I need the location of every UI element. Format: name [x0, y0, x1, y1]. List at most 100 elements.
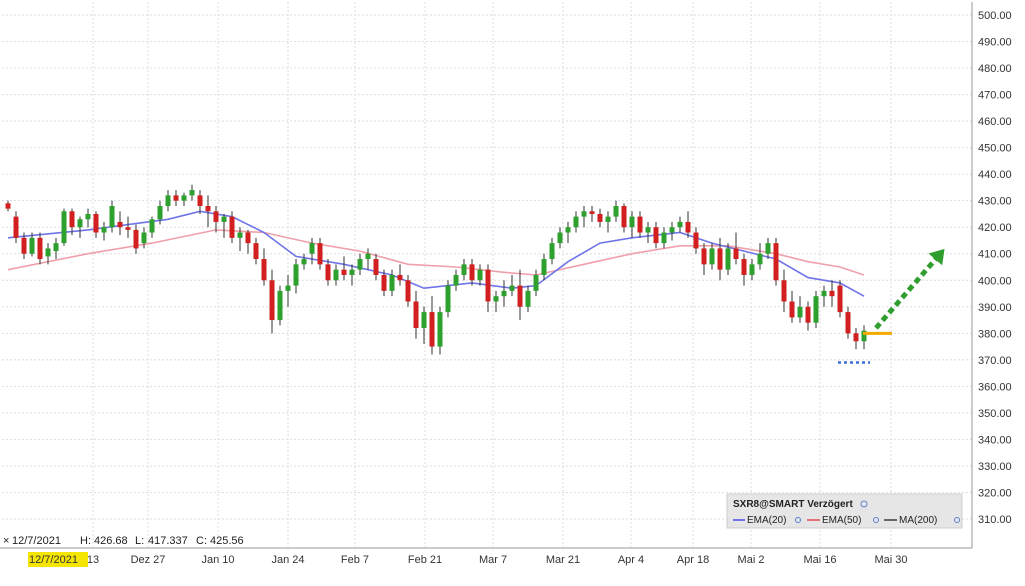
- candle: [85, 208, 91, 228]
- candle: [621, 203, 627, 233]
- y-tick-label: 480.00: [978, 63, 1012, 75]
- candle-body: [141, 232, 147, 244]
- candle-body: [125, 227, 131, 230]
- candle: [93, 211, 99, 238]
- candle: [53, 237, 59, 260]
- y-tick-label: 340.00: [978, 434, 1012, 446]
- candle-body: [861, 330, 867, 342]
- candle-body: [405, 280, 411, 302]
- candle-body: [557, 232, 563, 244]
- y-tick-label: 310.00: [978, 514, 1012, 526]
- candle: [509, 274, 515, 297]
- legend-title-settings-icon[interactable]: [860, 500, 868, 508]
- candle: [189, 184, 195, 201]
- candle: [413, 290, 419, 339]
- candle-body: [845, 312, 851, 334]
- candle-body: [149, 219, 155, 233]
- y-tick-label: 320.00: [978, 487, 1012, 499]
- legend-ema20-settings-icon[interactable]: [795, 517, 801, 523]
- candle-body: [309, 243, 315, 254]
- candle: [197, 190, 203, 214]
- candle: [229, 211, 235, 244]
- candle: [213, 205, 219, 233]
- candle-body: [621, 205, 627, 228]
- candle: [397, 264, 403, 286]
- candle: [613, 200, 619, 222]
- candle: [141, 227, 147, 249]
- legend-ma200-settings-icon[interactable]: [954, 517, 960, 523]
- candle: [821, 285, 827, 307]
- y-tick-label: 410.00: [978, 249, 1012, 261]
- legend-box: [726, 493, 963, 529]
- candle-body: [157, 205, 163, 220]
- readout-marker: ×: [3, 535, 9, 547]
- candle-body: [341, 269, 347, 275]
- candle-body: [29, 237, 35, 254]
- candle-body: [773, 243, 779, 281]
- y-tick-label: 440.00: [978, 169, 1012, 181]
- candle: [269, 269, 275, 334]
- y-tick-label: 400.00: [978, 275, 1012, 287]
- candle-body: [525, 290, 531, 307]
- candle: [389, 269, 395, 297]
- candle: [101, 221, 107, 241]
- readout-close-label: C:: [196, 535, 207, 547]
- legend-ema50-label: EMA(50): [822, 515, 861, 526]
- candle-body: [549, 243, 555, 260]
- y-tick-label: 370.00: [978, 355, 1012, 367]
- candle-body: [61, 211, 67, 244]
- candle-body: [333, 269, 339, 281]
- candles-group: [5, 184, 867, 355]
- y-tick-label: 490.00: [978, 37, 1012, 49]
- candle-body: [669, 227, 675, 233]
- candle: [381, 269, 387, 297]
- candle-body: [701, 248, 707, 265]
- candle-body: [565, 227, 571, 233]
- x-axis-ticks: 13 Dez 27 Jan 10 Jan 24 Feb 7 Feb 21 Mar 7 Mar …: [87, 554, 908, 566]
- candle-body: [725, 248, 731, 270]
- candle-body: [517, 285, 523, 307]
- candle: [333, 264, 339, 286]
- candle-body: [77, 219, 83, 228]
- candle-body: [605, 216, 611, 222]
- candle: [565, 221, 571, 244]
- legend-ema50-settings-icon[interactable]: [873, 517, 879, 523]
- candle-body: [37, 237, 43, 260]
- legend[interactable]: SXR8@SMART Verzögert EMA(20) EMA(50) MA(…: [726, 493, 963, 529]
- candle: [789, 290, 795, 323]
- candle: [589, 205, 595, 222]
- candle-body: [5, 203, 11, 209]
- candle: [165, 190, 171, 212]
- candle-body: [69, 211, 75, 228]
- candle-body: [277, 290, 283, 321]
- candle: [341, 256, 347, 281]
- candle-body: [173, 195, 179, 201]
- candle-body: [461, 264, 467, 275]
- highlighted-date-label: 12/7/2021: [29, 554, 78, 566]
- candle: [405, 274, 411, 307]
- candle: [261, 248, 267, 286]
- candle-body: [245, 232, 251, 244]
- candle-body: [797, 306, 803, 318]
- candle-body: [821, 290, 827, 297]
- candle: [749, 259, 755, 281]
- x-tick-label: Jan 10: [201, 554, 234, 566]
- candle-body: [101, 227, 107, 233]
- candle-body: [629, 216, 635, 228]
- candle-body: [589, 211, 595, 214]
- candle-body: [13, 216, 19, 238]
- candle: [453, 269, 459, 291]
- candle-body: [301, 259, 307, 265]
- candle-body: [53, 243, 59, 252]
- candle: [805, 301, 811, 331]
- candle-body: [413, 301, 419, 329]
- candle-body: [485, 269, 491, 302]
- candle-body: [197, 195, 203, 206]
- readout-low-label: L:: [135, 535, 144, 547]
- candle: [629, 211, 635, 238]
- candle-body: [693, 232, 699, 249]
- candle: [725, 243, 731, 275]
- candle: [517, 269, 523, 321]
- candle: [157, 200, 163, 225]
